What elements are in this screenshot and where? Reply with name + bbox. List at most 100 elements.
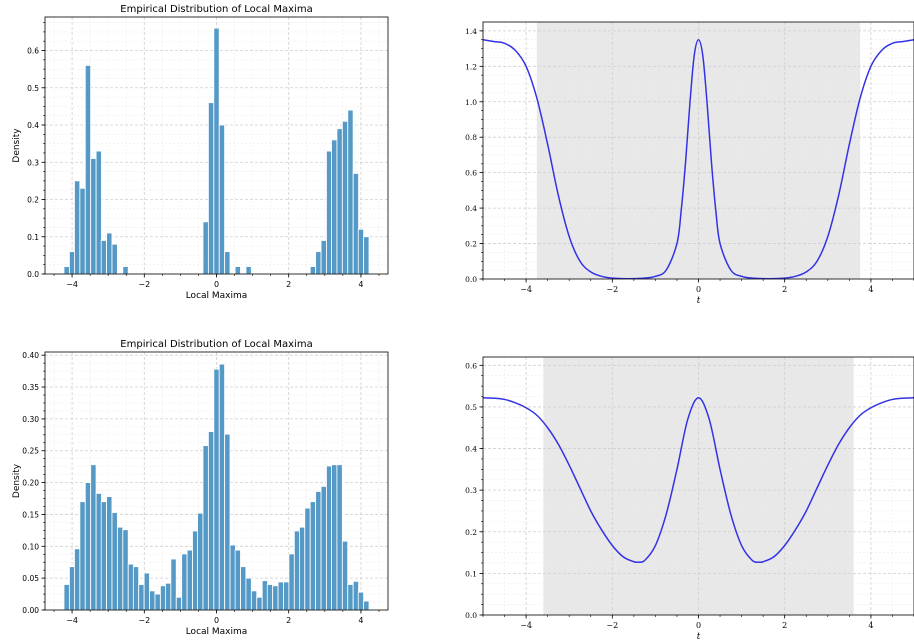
histogram-bar (143, 572, 150, 611)
histogram-bar (106, 496, 113, 611)
histogram-bar (256, 596, 263, 611)
histogram-bar (229, 544, 236, 611)
chart-title: Empirical Distribution of Local Maxima (120, 4, 312, 15)
y-tick-label: 0.30 (22, 415, 39, 424)
y-tick-label: 0.10 (22, 542, 39, 551)
histogram-bar (79, 187, 86, 275)
histogram-bar (90, 464, 97, 611)
histogram-bar (240, 566, 247, 611)
x-axis-label: Local Maxima (186, 291, 248, 301)
histogram-bar (117, 526, 124, 611)
y-tick-label: 0.05 (22, 574, 39, 583)
histogram-bar (315, 491, 322, 611)
grid (483, 357, 914, 615)
histogram-bar (69, 251, 76, 275)
panel-histogram-bottom: −4 −2 0 2 4 0.00 0.05 0.10 0.15 0.20 0.25 0.30 0.35 0… (12, 339, 389, 637)
histogram-bar (170, 558, 177, 611)
histogram-bar (90, 158, 97, 275)
histogram-bar (132, 566, 140, 611)
histogram-bar (218, 363, 225, 611)
curve-line (483, 397, 914, 564)
x-tick-label: −2 (138, 280, 150, 289)
y-tick-label: 0.3 (27, 158, 39, 167)
shaded-region (543, 357, 854, 615)
histogram-bar (326, 150, 333, 275)
shaded-region (536, 22, 861, 279)
histogram-bar (347, 584, 354, 611)
histogram-bar (149, 590, 156, 611)
x-tick-label: 0 (214, 616, 219, 625)
panel-histogram-top: −4 −2 0 2 4 0.0 0.1 0.2 0.3 0.4 0.5 0.6 Empirical Di… (12, 4, 389, 301)
histogram-bar (234, 266, 241, 275)
histogram-bar (213, 368, 220, 611)
y-tick-label: 0.0 (465, 275, 477, 284)
y-tick-label: 0.25 (22, 447, 39, 456)
x-tick-label: −2 (138, 616, 150, 625)
x-tick-label: −2 (606, 621, 618, 630)
y-tick-label: 0.2 (465, 240, 477, 249)
histogram-bar (79, 501, 86, 611)
histogram-bar (181, 553, 188, 611)
histogram-bar (127, 563, 135, 611)
histogram-bar (347, 109, 354, 275)
y-tick-label: 0.8 (465, 133, 477, 142)
y-tick-label: 1.0 (465, 98, 477, 107)
histogram-bar (69, 566, 76, 611)
x-tick-label: 0 (696, 285, 701, 294)
x-tick-label: 4 (358, 616, 363, 625)
x-axis-label: Local Maxima (186, 627, 248, 637)
histogram-bar (224, 251, 231, 275)
y-axis-label: Density (12, 128, 22, 163)
histogram-bar (315, 251, 322, 275)
x-tick-label: 4 (868, 285, 873, 294)
bars (63, 363, 370, 611)
x-tick-label: 2 (782, 285, 787, 294)
histogram-bar (100, 240, 107, 275)
histogram-bar (363, 236, 370, 275)
histogram-bar (245, 266, 252, 275)
x-tick-label: 0 (214, 280, 219, 289)
x-tick-label: 4 (358, 280, 363, 289)
histogram-bar (159, 585, 167, 611)
y-tick-label: 0.5 (465, 403, 477, 412)
y-tick-label: 0.2 (465, 528, 477, 537)
histogram-bar (234, 549, 241, 611)
panel-curve-top: −4 −2 0 2 4 0.0 0.2 0.4 0.6 0.8 1.0 1.2 1.4 t (465, 21, 914, 306)
y-axis-label: Density (12, 463, 22, 498)
x-tick-label: −4 (66, 616, 78, 625)
histogram-bar (309, 501, 316, 611)
histogram-bar (74, 548, 81, 611)
histogram-bar (106, 232, 113, 275)
histogram-bar (224, 433, 231, 611)
histogram-bar (192, 530, 199, 611)
histogram-bar (250, 590, 258, 611)
histogram-bar (208, 431, 215, 611)
histogram-bar (352, 580, 359, 611)
histogram-bar (363, 600, 370, 611)
histogram-bar (197, 512, 204, 611)
histogram-bar (95, 493, 102, 611)
histogram-bar (138, 584, 145, 611)
histogram-bar (331, 464, 338, 611)
y-tick-label: 0.6 (465, 361, 477, 370)
histogram-bar (95, 150, 102, 275)
histogram-bar (357, 591, 364, 611)
histogram-bar (154, 593, 161, 611)
y-tick-label: 0.6 (465, 169, 477, 178)
panel-curve-bottom: −4 −2 0 2 4 0.0 0.1 0.2 0.3 0.4 0.5 0.6 t (465, 356, 914, 642)
grid (483, 22, 914, 279)
y-tick-label: 0.3 (465, 486, 477, 495)
histogram-bar (202, 445, 209, 611)
histogram-bar (293, 530, 301, 611)
y-tick-label: 0.1 (465, 569, 477, 578)
histogram-bar (245, 577, 252, 611)
histogram-bar (84, 65, 92, 275)
histogram-bar (277, 581, 284, 611)
histogram-bar (63, 266, 70, 275)
y-tick-label: 0.5 (27, 84, 39, 93)
y-tick-label: 0.4 (465, 204, 477, 213)
y-tick-label: 0.00 (22, 606, 39, 615)
x-tick-label: 2 (782, 621, 787, 630)
chart-title: Empirical Distribution of Local Maxima (120, 339, 312, 350)
